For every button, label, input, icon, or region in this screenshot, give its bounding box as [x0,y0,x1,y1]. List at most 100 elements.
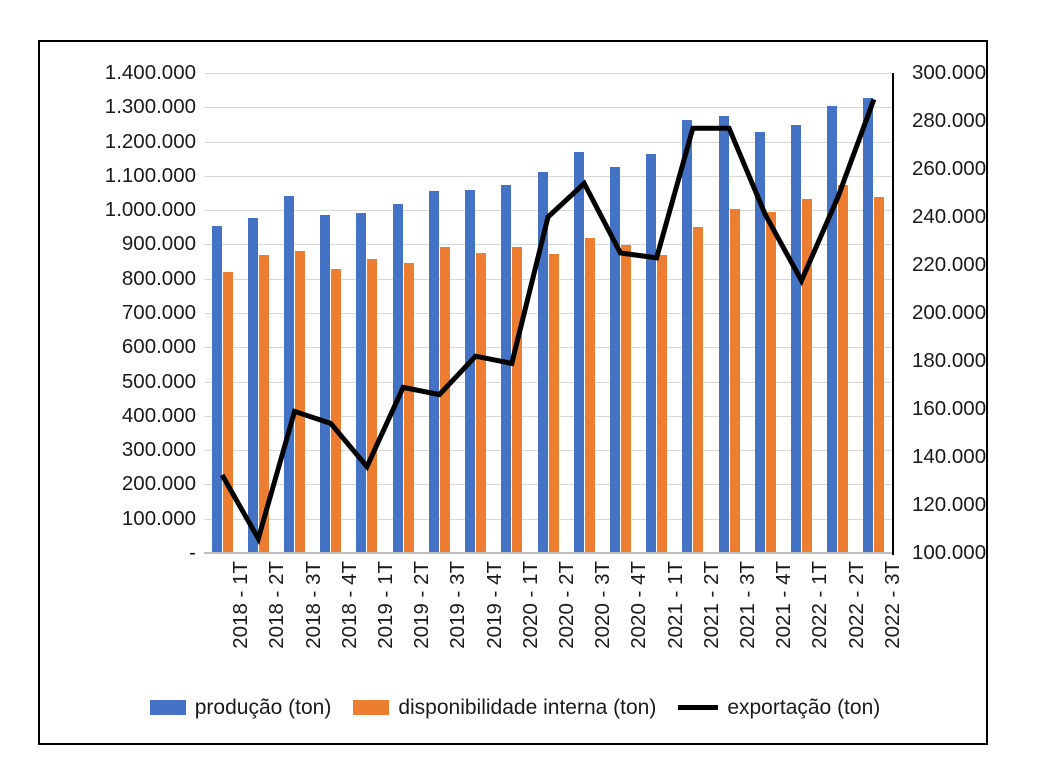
chart-legend: produção (ton) disponibilidade interna (t… [40,697,990,718]
y-axis-left-tick: - [189,540,196,564]
x-axis-tick-label: 2022 - 3T [880,561,904,649]
bar-producao [646,154,657,553]
legend-item-2[interactable]: exportação (ton) [678,697,880,718]
x-axis-tick-label: 2021 - 3T [736,561,760,649]
bar-disponibilidade-interna [331,269,342,553]
gridline [204,278,892,280]
bar-producao [284,196,295,553]
bar-producao [392,203,403,553]
legend-item-0[interactable]: produção (ton) [149,696,332,719]
y-axis-right-tick: 260.000 [912,156,987,180]
bar-producao [356,212,367,553]
bar-disponibilidade-interna [258,255,269,553]
legend-label: produção (ton) [194,696,332,719]
x-axis-tick-label: 2019 - 2T [410,561,434,649]
gridline [204,107,892,109]
bar-producao [863,97,874,553]
x-axis-tick-label: 2020 - 1T [518,561,542,649]
bar-disponibilidade-interna [838,185,849,553]
y-axis-left-tick: 1.400.000 [104,60,196,84]
y-axis-left-tick: 100.000 [121,506,196,530]
y-axis-left-tick: 1.000.000 [104,197,196,221]
bar-disponibilidade-interna [874,197,885,553]
legend-item-1[interactable]: disponibilidade interna (ton) [353,697,656,718]
legend-label: disponibilidade interna (ton) [398,696,657,719]
exportacao-line-path [219,98,877,546]
bar-producao [609,167,620,553]
bar-producao [790,125,801,553]
gridline [204,141,892,143]
x-axis-tick-label: 2019 - 3T [446,561,470,649]
plot-area [204,73,892,554]
chart-container: 1.400.000 1.300.000 1.200.000 1.100.000 1.00… [38,40,988,745]
x-axis-tick-label: 2018 - 3T [301,561,325,649]
y-axis-left-tick: 300.000 [121,437,196,461]
bar-disponibilidade-interna [439,247,450,553]
y-axis-right-tick: 120.000 [912,492,987,516]
bar-disponibilidade-interna [295,251,306,553]
bar-disponibilidade-interna [367,259,378,553]
bar-disponibilidade-interna [729,209,740,553]
x-axis-tick-label: 2021 - 1T [663,561,687,649]
x-axis-tick-label: 2019 - 1T [373,561,397,649]
gridline [204,210,892,212]
x-axis-tick-label: 2020 - 4T [627,561,651,649]
y-axis-left-tick: 500.000 [121,369,196,393]
x-axis-tick-label: 2018 - 4T [337,561,361,649]
x-axis-labels: 2018 - 1T 2018 - 2T 2018 - 3T 2018 - 4T 2019… [204,561,904,691]
x-axis-tick-label: 2022 - 1T [808,561,832,649]
bar-disponibilidade-interna [693,227,704,553]
legend-line-marker-icon [678,705,719,710]
bar-producao [573,151,584,553]
bar-producao [754,131,765,553]
right-axis-spine [892,73,894,555]
gridline [204,244,892,246]
y-axis-right-tick: 160.000 [912,396,987,420]
legend-color-swatch-icon [149,700,186,715]
y-axis-right: 300.000 280.000 260.000 240.000 220.000 200.0… [896,62,1016,562]
x-axis-tick-label: 2020 - 2T [555,561,578,649]
bar-disponibilidade-interna [584,237,595,553]
bar-producao [827,105,838,553]
bar-producao [682,119,693,553]
bar-disponibilidade-interna [403,262,414,553]
gridline [204,73,892,74]
y-axis-right-tick: 300.000 [912,60,987,84]
bar-disponibilidade-interna [765,211,776,553]
bar-disponibilidade-interna [476,253,487,553]
legend-label: exportação (ton) [727,696,881,719]
y-axis-right-tick: 180.000 [912,348,987,372]
x-axis-tick-label: 2021 - 4T [772,561,796,649]
y-axis-left-tick: 1.100.000 [104,163,196,187]
legend-color-swatch-icon [353,700,390,715]
bar-producao [428,190,439,553]
bar-producao [211,225,222,553]
bar-disponibilidade-interna [620,245,631,553]
bar-producao [718,115,729,553]
y-axis-left-tick: 600.000 [121,335,196,359]
bar-producao [465,189,476,553]
y-axis-left-tick: 900.000 [121,232,196,256]
gridline [204,381,892,383]
x-axis-tick-label: 2021 - 2T [699,561,723,649]
bar-producao [537,172,548,553]
bar-disponibilidade-interna [512,247,523,553]
bars-layer [204,73,892,553]
bar-producao [320,215,331,553]
bar-producao [247,217,258,553]
y-axis-left-tick: 800.000 [121,266,196,290]
y-axis-right-tick: 220.000 [912,252,987,276]
x-axis-tick-label: 2018 - 2T [265,561,289,649]
line-series-exportacao [219,98,877,546]
y-axis-left-tick: 700.000 [121,300,196,324]
x-axis-baseline [204,552,892,554]
y-axis-left-tick: 1.200.000 [104,129,196,153]
gridline [204,450,892,452]
bar-disponibilidade-interna [801,198,812,553]
y-axis-left-tick: 1.300.000 [104,95,196,119]
gridline [204,484,892,486]
y-axis-left: 1.400.000 1.300.000 1.200.000 1.100.000 1.00… [64,62,196,562]
gridline [204,313,892,314]
y-axis-left-tick: 200.000 [121,472,196,496]
y-axis-left-tick: 400.000 [121,403,196,427]
